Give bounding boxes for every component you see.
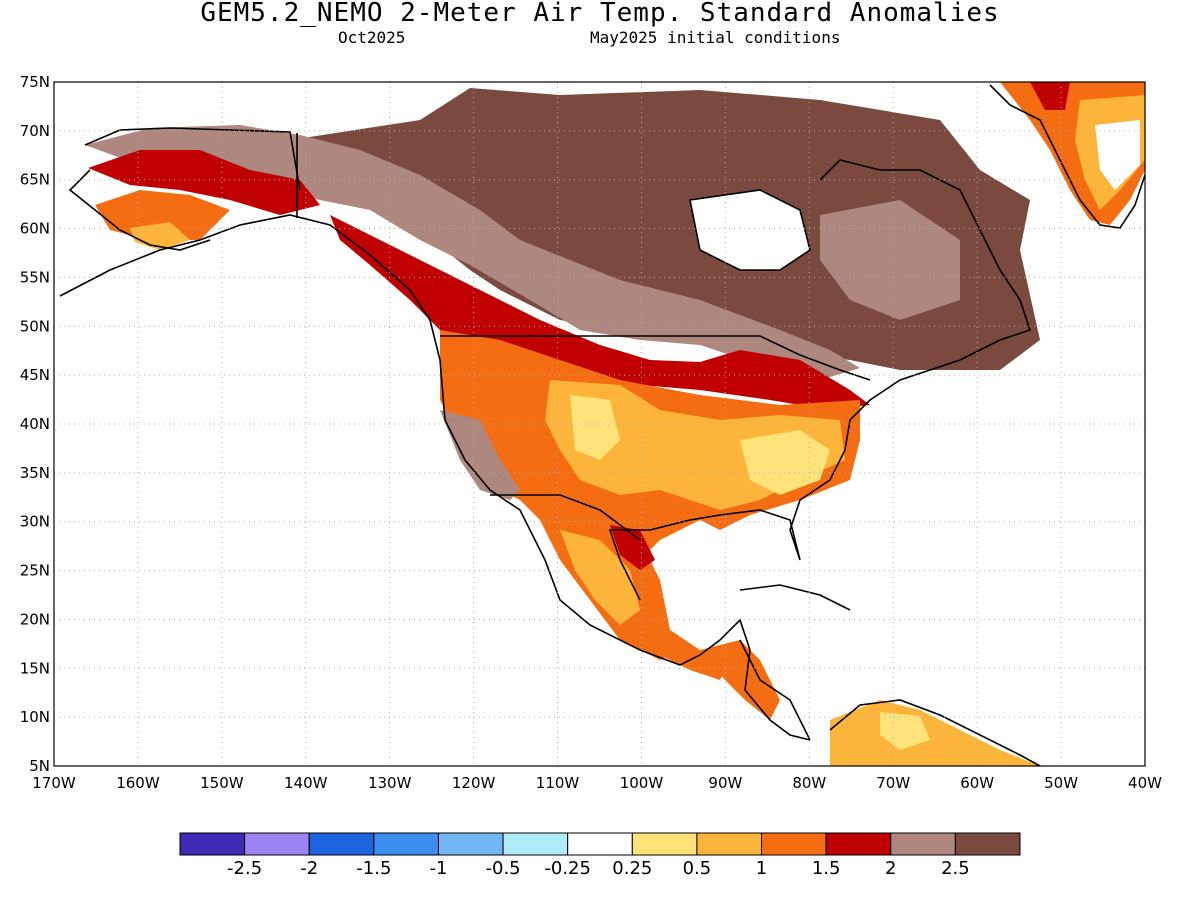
- lat-tick-label: 60N: [20, 220, 50, 238]
- colorbar-label: -1.5: [356, 858, 391, 879]
- anomaly-region-plains-yellow: [570, 395, 620, 460]
- colorbar-label: 2.5: [941, 858, 970, 879]
- lon-tick-label: 70W: [876, 774, 910, 792]
- anomaly-region-mexico-gold: [560, 530, 640, 625]
- coastline-north-america: [59, 159, 1032, 741]
- colorbar-label: 1.5: [812, 858, 841, 879]
- lat-tick-label: 25N: [20, 562, 50, 580]
- anomaly-region-alaska-red: [88, 150, 320, 215]
- coastline-south-america: [829, 699, 1041, 766]
- colorbar-swatch: [890, 832, 956, 856]
- colorbar-label: -0.5: [486, 858, 521, 879]
- valid-month: Oct2025: [338, 28, 406, 47]
- colorbar: [179, 832, 1021, 856]
- anomaly-region-bc-red: [330, 215, 870, 410]
- init-conditions: May2025 initial conditions: [590, 28, 841, 47]
- lat-tick-labels: 75N 70N 65N 60N 55N 50N 45N 40N 35N 30N 25N 20N 15N 1…: [20, 73, 50, 775]
- colorbar-swatch: [373, 832, 439, 856]
- anomaly-region-mexico-red: [610, 525, 655, 570]
- anomaly-region-greenland-white: [1095, 120, 1140, 190]
- colorbar-label: 2: [885, 858, 896, 879]
- anomaly-region-us-orange: [440, 330, 860, 660]
- lon-tick-label: 40W: [1128, 774, 1162, 792]
- lat-tick-label: 75N: [20, 73, 50, 91]
- anomaly-region-hudson-brown: [820, 200, 960, 320]
- anomaly-shading: [85, 82, 1145, 766]
- lon-tick-label: 150W: [200, 774, 244, 792]
- colorbar-label: -2: [300, 858, 318, 879]
- lon-tick-label: 130W: [368, 774, 412, 792]
- lat-tick-label: 45N: [20, 366, 50, 384]
- coastline-greenland: [989, 84, 1145, 229]
- lon-tick-label: 50W: [1044, 774, 1078, 792]
- lat-tick-label: 40N: [20, 415, 50, 433]
- anomaly-region-southeast-yellow: [740, 430, 830, 495]
- coastline-cuba: [739, 584, 851, 611]
- colorbar-label: -0.25: [544, 858, 591, 879]
- colorbar-swatch: [437, 832, 504, 856]
- anomaly-region-south-america-yellow: [880, 712, 930, 750]
- colorbar-swatch: [502, 832, 569, 856]
- lat-tick-label: 10N: [20, 708, 50, 726]
- lon-tick-label: 100W: [620, 774, 664, 792]
- lon-tick-label: 110W: [536, 774, 580, 792]
- colorbar-swatch: [825, 832, 892, 856]
- chart-title: GEM5.2_NEMO 2-Meter Air Temp. Standard A…: [200, 0, 1000, 28]
- lon-tick-label: 120W: [452, 774, 496, 792]
- lat-tick-label: 50N: [20, 317, 50, 335]
- anomaly-region-southwest-brown: [440, 410, 520, 500]
- colorbar-swatch: [308, 832, 375, 856]
- colorbar-swatch: [696, 832, 763, 856]
- lon-tick-label: 80W: [792, 774, 826, 792]
- lon-tick-label: 140W: [284, 774, 328, 792]
- colorbar-swatch: [179, 832, 246, 856]
- colorbar-label: 1: [756, 858, 767, 879]
- lon-tick-label: 90W: [708, 774, 742, 792]
- lon-tick-label: 60W: [960, 774, 994, 792]
- colorbar-label: 0.5: [683, 858, 712, 879]
- anomaly-region-central-america: [700, 640, 780, 720]
- map-frame: [53, 81, 1146, 767]
- colorbar-swatch: [631, 832, 698, 856]
- lat-tick-label: 5N: [29, 757, 50, 775]
- lat-tick-label: 65N: [20, 171, 50, 189]
- colorbar-labels: -2.5 -2 -1.5 -1 -0.5 -0.25 0.25 0.5 1 1.5 2 2.5: [227, 858, 970, 879]
- hudson-bay: [690, 190, 810, 270]
- coastlines: [59, 84, 1145, 766]
- lat-tick-label: 35N: [20, 464, 50, 482]
- lon-tick-label: 160W: [116, 774, 160, 792]
- colorbar-label: 0.25: [612, 858, 652, 879]
- coastline-hudson-bay: [689, 189, 811, 271]
- anomaly-region-alaska-orange: [95, 190, 230, 240]
- anomaly-region-greenland-red: [1030, 82, 1070, 110]
- colorbar-label: -2.5: [227, 858, 262, 879]
- lon-tick-labels: 170W 160W 150W 140W 130W 120W 110W 100W 90W 80W 70…: [32, 774, 1162, 792]
- colorbar-label: -1: [429, 858, 447, 879]
- colorbar-swatch: [761, 832, 827, 856]
- lat-tick-label: 15N: [20, 659, 50, 677]
- colorbar-swatch: [954, 832, 1021, 856]
- lon-tick-label: 170W: [32, 774, 76, 792]
- coastline-alaska: [68, 127, 301, 251]
- lat-tick-label: 55N: [20, 268, 50, 286]
- border-us-mexico: [490, 494, 641, 541]
- lat-tick-label: 30N: [20, 513, 50, 531]
- gridlines: [54, 82, 1145, 766]
- colorbar-swatch: [244, 832, 310, 856]
- lat-tick-label: 20N: [20, 610, 50, 628]
- colorbar-swatch: [567, 832, 633, 856]
- lat-tick-label: 70N: [20, 122, 50, 140]
